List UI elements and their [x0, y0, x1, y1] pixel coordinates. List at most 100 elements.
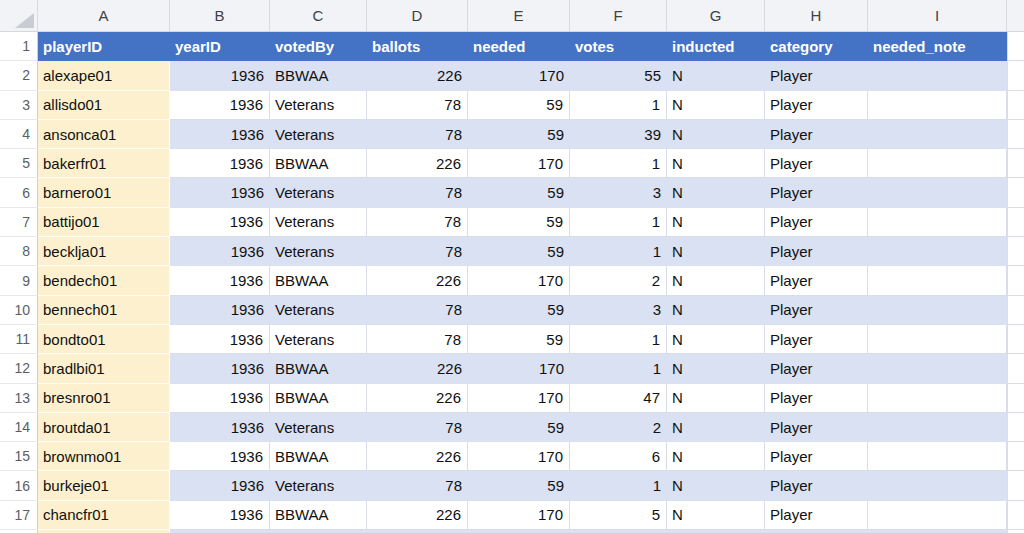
cell-empty-j14[interactable]	[1007, 413, 1024, 442]
cell-A17[interactable]: chancfr01	[38, 501, 170, 530]
cell-E13[interactable]: 170	[468, 384, 570, 413]
cell-F11[interactable]: 1	[570, 325, 667, 354]
cell-D7[interactable]: 78	[367, 208, 468, 237]
row-number-16[interactable]: 16	[0, 471, 38, 500]
cell-H5[interactable]: Player	[765, 149, 868, 178]
cell-E17[interactable]: 170	[468, 501, 570, 530]
cell-I13[interactable]	[868, 384, 1007, 413]
column-header-a[interactable]: A	[38, 0, 170, 31]
cell-F10[interactable]: 3	[570, 296, 667, 325]
cell-G2[interactable]: N	[667, 61, 765, 90]
column-header-c[interactable]: C	[270, 0, 367, 31]
row-number-1[interactable]: 1	[0, 32, 38, 61]
cell-C10[interactable]: Veterans	[270, 296, 367, 325]
cell-F2[interactable]: 55	[570, 61, 667, 90]
cell-C13[interactable]: BBWAA	[270, 384, 367, 413]
cell-B9[interactable]: 1936	[170, 266, 270, 295]
row-number-9[interactable]: 9	[0, 266, 38, 295]
cell-B12[interactable]: 1936	[170, 354, 270, 383]
cell-A13[interactable]: bresnro01	[38, 384, 170, 413]
cell-empty-j7[interactable]	[1007, 208, 1024, 237]
cell-I15[interactable]	[868, 442, 1007, 471]
cell-I9[interactable]	[868, 266, 1007, 295]
cell-A16[interactable]: burkeje01	[38, 471, 170, 500]
cell-B14[interactable]: 1936	[170, 413, 270, 442]
cell-B6[interactable]: 1936	[170, 178, 270, 207]
cell-A2[interactable]: alexape01	[38, 61, 170, 90]
cell-D10[interactable]: 78	[367, 296, 468, 325]
row-number-15[interactable]: 15	[0, 442, 38, 471]
cell-G15[interactable]: N	[667, 442, 765, 471]
cell-B10[interactable]: 1936	[170, 296, 270, 325]
cell-empty-j16[interactable]	[1007, 471, 1024, 500]
cell-G10[interactable]: N	[667, 296, 765, 325]
column-header-b[interactable]: B	[170, 0, 270, 31]
cell-G7[interactable]: N	[667, 208, 765, 237]
cell-B4[interactable]: 1936	[170, 120, 270, 149]
column-header-g[interactable]: G	[667, 0, 765, 31]
cell-A12[interactable]: bradlbi01	[38, 354, 170, 383]
column-header-d[interactable]: D	[367, 0, 468, 31]
cell-H7[interactable]: Player	[765, 208, 868, 237]
cell-B5[interactable]: 1936	[170, 149, 270, 178]
cell-H17[interactable]: Player	[765, 501, 868, 530]
cell-D4[interactable]: 78	[367, 120, 468, 149]
column-header-e[interactable]: E	[468, 0, 570, 31]
cell-E11[interactable]: 59	[468, 325, 570, 354]
cell-I14[interactable]	[868, 413, 1007, 442]
cell-I7[interactable]	[868, 208, 1007, 237]
cell-B8[interactable]: 1936	[170, 237, 270, 266]
cell-I11[interactable]	[868, 325, 1007, 354]
cell-E16[interactable]: 59	[468, 471, 570, 500]
cell-H11[interactable]: Player	[765, 325, 868, 354]
cell-H2[interactable]: Player	[765, 61, 868, 90]
cell-I8[interactable]	[868, 237, 1007, 266]
cell-D11[interactable]: 78	[367, 325, 468, 354]
cell-I12[interactable]	[868, 354, 1007, 383]
header-cell-category[interactable]: category	[765, 32, 868, 61]
column-header-f[interactable]: F	[570, 0, 667, 31]
cell-H16[interactable]: Player	[765, 471, 868, 500]
cell-D9[interactable]: 226	[367, 266, 468, 295]
row-number-17[interactable]: 17	[0, 501, 38, 530]
header-cell-votes[interactable]: votes	[570, 32, 667, 61]
cell-C3[interactable]: Veterans	[270, 91, 367, 120]
cell-G5[interactable]: N	[667, 149, 765, 178]
cell-G3[interactable]: N	[667, 91, 765, 120]
cell-F3[interactable]: 1	[570, 91, 667, 120]
cell-I10[interactable]	[868, 296, 1007, 325]
row-number-5[interactable]: 5	[0, 149, 38, 178]
cell-B2[interactable]: 1936	[170, 61, 270, 90]
cell-A14[interactable]: broutda01	[38, 413, 170, 442]
cell-G11[interactable]: N	[667, 325, 765, 354]
cell-F9[interactable]: 2	[570, 266, 667, 295]
cell-empty-j9[interactable]	[1007, 266, 1024, 295]
cell-F15[interactable]: 6	[570, 442, 667, 471]
row-number-3[interactable]: 3	[0, 91, 38, 120]
cell-D12[interactable]: 226	[367, 354, 468, 383]
cell-empty-j3[interactable]	[1007, 91, 1024, 120]
cell-A10[interactable]: bennech01	[38, 296, 170, 325]
cell-empty-j13[interactable]	[1007, 384, 1024, 413]
cell-A7[interactable]: battijo01	[38, 208, 170, 237]
cell-D8[interactable]: 78	[367, 237, 468, 266]
column-header-h[interactable]: H	[765, 0, 868, 31]
cell-I4[interactable]	[868, 120, 1007, 149]
cell-C8[interactable]: Veterans	[270, 237, 367, 266]
cell-empty-j12[interactable]	[1007, 354, 1024, 383]
cell-B3[interactable]: 1936	[170, 91, 270, 120]
cell-H10[interactable]: Player	[765, 296, 868, 325]
cell-empty-j15[interactable]	[1007, 442, 1024, 471]
cell-G6[interactable]: N	[667, 178, 765, 207]
cell-H15[interactable]: Player	[765, 442, 868, 471]
cell-D15[interactable]: 226	[367, 442, 468, 471]
cell-E3[interactable]: 59	[468, 91, 570, 120]
cell-B17[interactable]: 1936	[170, 501, 270, 530]
cell-H13[interactable]: Player	[765, 384, 868, 413]
cell-B16[interactable]: 1936	[170, 471, 270, 500]
row-number-12[interactable]: 12	[0, 354, 38, 383]
cell-A8[interactable]: becklja01	[38, 237, 170, 266]
cell-C15[interactable]: BBWAA	[270, 442, 367, 471]
cell-G13[interactable]: N	[667, 384, 765, 413]
cell-C16[interactable]: Veterans	[270, 471, 367, 500]
